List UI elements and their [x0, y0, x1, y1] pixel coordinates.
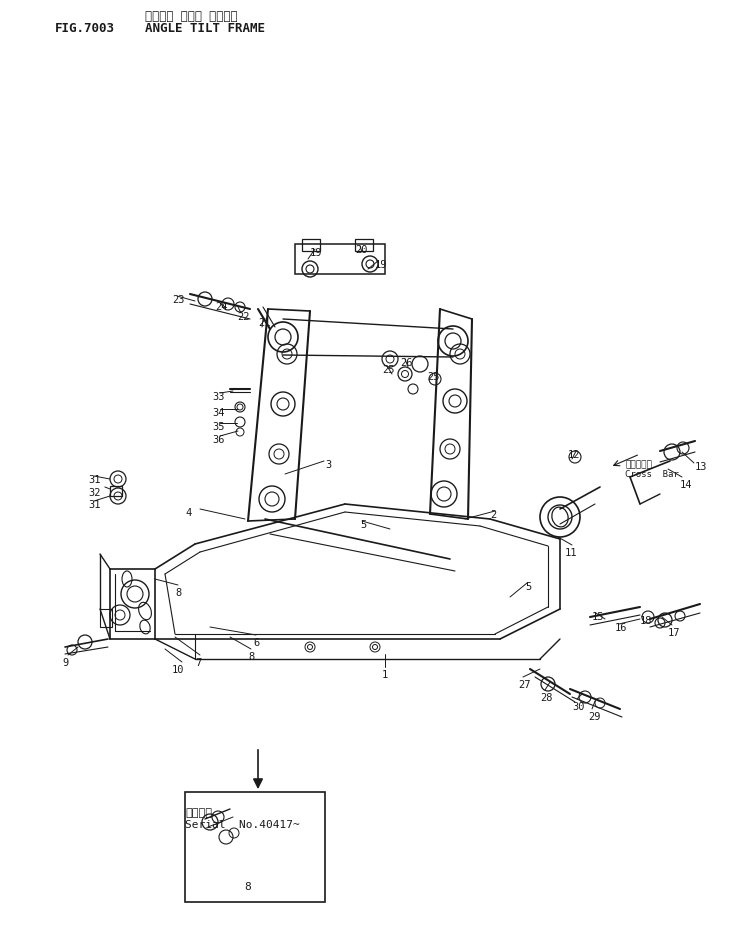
Text: 8: 8 — [175, 588, 181, 597]
Text: 1: 1 — [382, 669, 388, 680]
Text: 33: 33 — [212, 391, 224, 402]
Text: アングル チルト フレーム: アングル チルト フレーム — [145, 10, 238, 23]
Bar — [185, 792, 325, 902]
Text: 22: 22 — [237, 312, 249, 322]
Text: 5: 5 — [360, 519, 366, 530]
Text: 35: 35 — [212, 421, 224, 431]
Text: 28: 28 — [540, 693, 553, 702]
Text: クロスバー: クロスバー — [625, 460, 652, 469]
Text: 適用号機: 適用号機 — [185, 807, 212, 817]
Bar — [355, 240, 373, 252]
Text: 34: 34 — [212, 407, 224, 417]
Text: 5: 5 — [525, 581, 531, 592]
Text: 3: 3 — [325, 460, 332, 470]
Text: 14: 14 — [680, 479, 693, 490]
Text: Cross  Bar: Cross Bar — [625, 470, 679, 478]
Bar — [100, 609, 112, 627]
Text: 8: 8 — [245, 881, 252, 891]
Text: Serial  No.40417~: Serial No.40417~ — [185, 819, 300, 829]
Text: 23: 23 — [172, 295, 184, 305]
Text: 31: 31 — [88, 475, 101, 485]
Text: 11: 11 — [565, 548, 577, 558]
Text: 20: 20 — [355, 244, 368, 255]
Text: 4: 4 — [185, 507, 191, 518]
Text: 6: 6 — [253, 637, 259, 648]
Text: 31: 31 — [88, 500, 101, 509]
Text: 13: 13 — [695, 461, 707, 472]
Text: 25: 25 — [427, 372, 440, 382]
Text: 9: 9 — [62, 657, 68, 667]
Text: ANGLE TILT FRAME: ANGLE TILT FRAME — [145, 22, 265, 35]
Text: 8: 8 — [248, 651, 255, 662]
Text: 32: 32 — [88, 488, 101, 497]
Bar — [302, 240, 320, 252]
Text: 26: 26 — [400, 358, 412, 368]
Text: 21: 21 — [258, 317, 271, 328]
Text: 36: 36 — [212, 434, 224, 445]
Text: 7: 7 — [195, 657, 201, 667]
Text: 10: 10 — [172, 665, 184, 674]
Text: 17: 17 — [668, 627, 681, 637]
Bar — [295, 244, 385, 274]
Text: 19: 19 — [375, 259, 388, 270]
Text: 16: 16 — [615, 622, 628, 633]
Text: 15: 15 — [592, 611, 605, 622]
Text: 12: 12 — [568, 449, 580, 460]
Text: 18: 18 — [640, 615, 653, 625]
Text: 30: 30 — [572, 701, 585, 711]
Text: 2: 2 — [490, 509, 497, 519]
Text: 19: 19 — [310, 248, 323, 257]
Text: 24: 24 — [215, 301, 227, 312]
Text: 27: 27 — [518, 680, 531, 689]
Text: 25: 25 — [382, 365, 394, 374]
Text: FIG.7003: FIG.7003 — [55, 22, 115, 35]
Text: 29: 29 — [588, 711, 600, 722]
Bar — [110, 487, 122, 496]
